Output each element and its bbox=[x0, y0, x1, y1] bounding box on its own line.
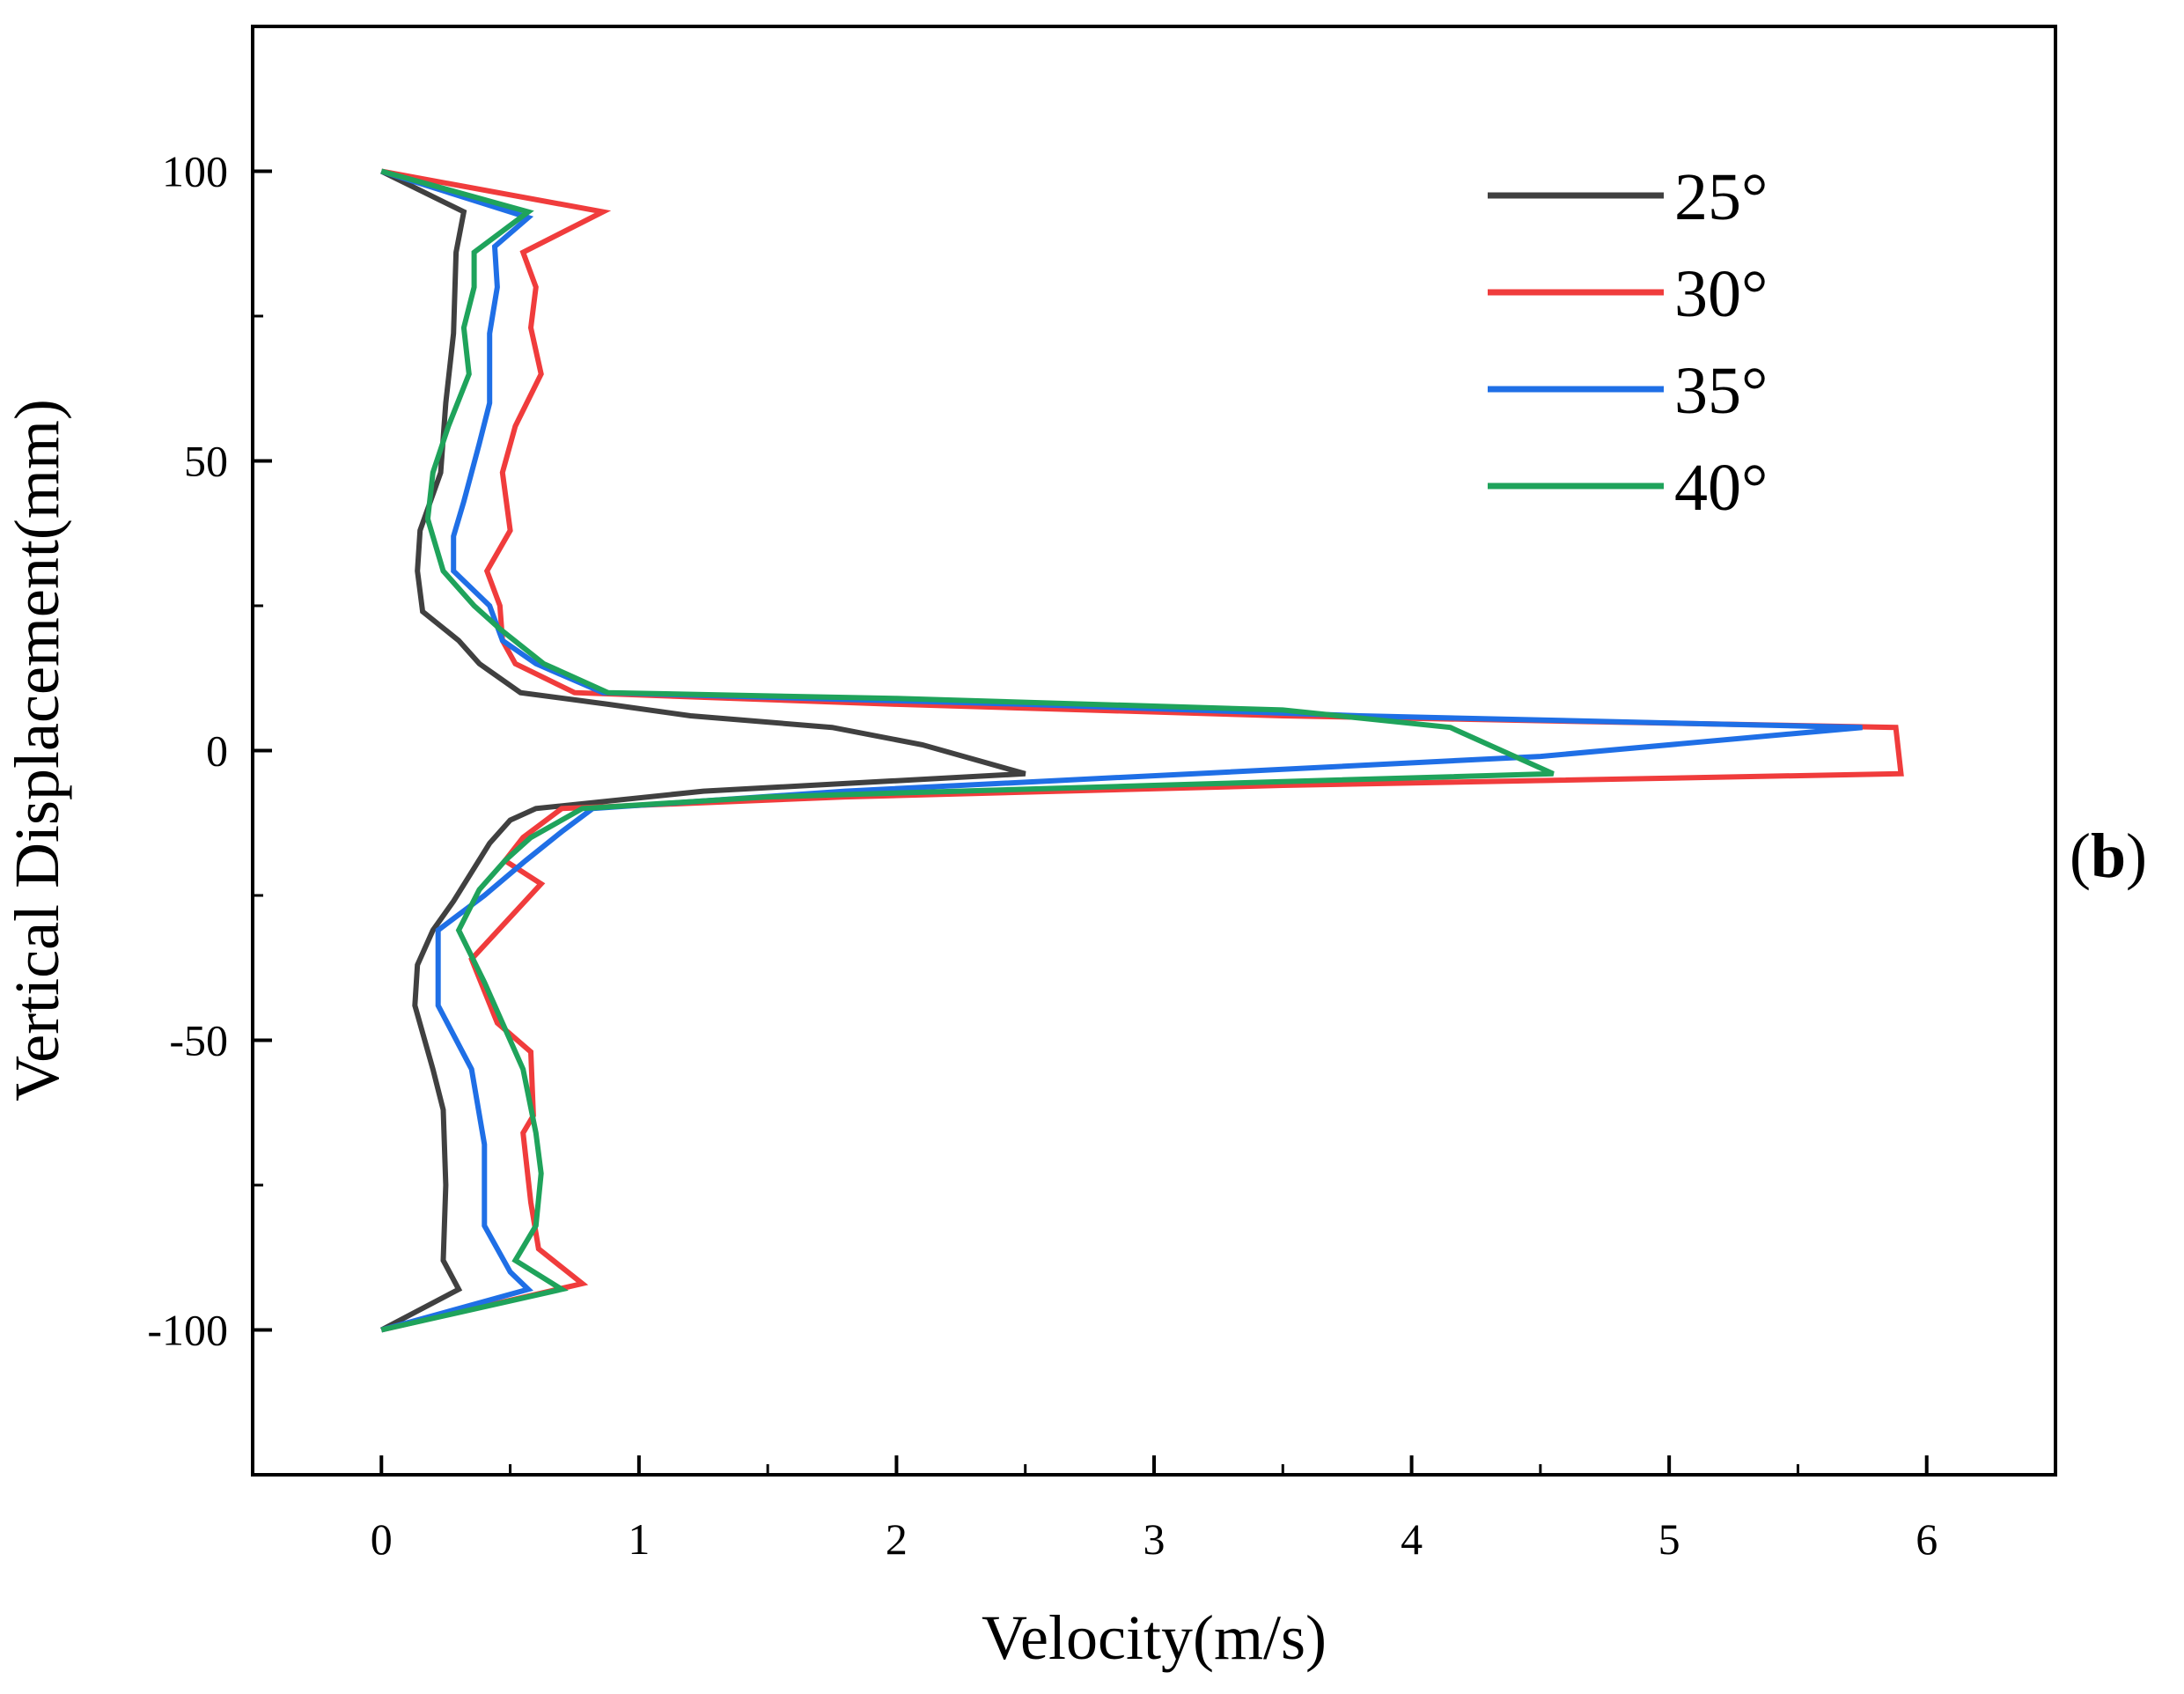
x-tick-label-2: 2 bbox=[886, 1514, 908, 1564]
panel-label-letter: b bbox=[2091, 821, 2126, 891]
series-line-2 bbox=[380, 168, 1904, 1333]
x-tick-label-3: 3 bbox=[1143, 1514, 1166, 1564]
x-tick-label-4: 4 bbox=[1401, 1514, 1423, 1564]
legend-label-1: 25° bbox=[1674, 160, 1768, 234]
legend-label-2: 30° bbox=[1674, 257, 1768, 331]
y-tick-label-1: -50 bbox=[169, 1016, 228, 1065]
x-tick-label-1: 1 bbox=[628, 1514, 650, 1564]
series-line-4 bbox=[380, 168, 1555, 1333]
legend-label-3: 35° bbox=[1674, 354, 1768, 428]
panel-label-close: ) bbox=[2126, 821, 2147, 891]
panel-label: (b) bbox=[2070, 821, 2147, 891]
legend: 25° 30° 35° 40° bbox=[1488, 160, 1768, 525]
x-axis-title: Velocity(m/s) bbox=[982, 1602, 1327, 1673]
legend-label-4: 40° bbox=[1674, 451, 1768, 525]
y-tick-label-2: 0 bbox=[206, 726, 228, 776]
x-tick-label-0: 0 bbox=[371, 1514, 393, 1564]
panel-label-open: ( bbox=[2070, 821, 2091, 891]
series-line-1 bbox=[379, 168, 1026, 1333]
x-tick-label-6: 6 bbox=[1916, 1514, 1938, 1564]
series-line-3 bbox=[380, 168, 1863, 1333]
x-tick-label-5: 5 bbox=[1658, 1514, 1680, 1564]
plot-frame bbox=[251, 25, 2057, 1477]
y-axis-title: Vertical Displacement(mm) bbox=[2, 399, 72, 1101]
y-tick-label-4: 100 bbox=[162, 147, 228, 196]
axis-ticks: 0 1 2 3 4 5 6 -100 -50 0 50 100 bbox=[147, 147, 1938, 1565]
y-tick-label-0: -100 bbox=[147, 1306, 228, 1355]
data-series bbox=[379, 168, 1904, 1333]
y-tick-label-3: 50 bbox=[184, 437, 228, 486]
